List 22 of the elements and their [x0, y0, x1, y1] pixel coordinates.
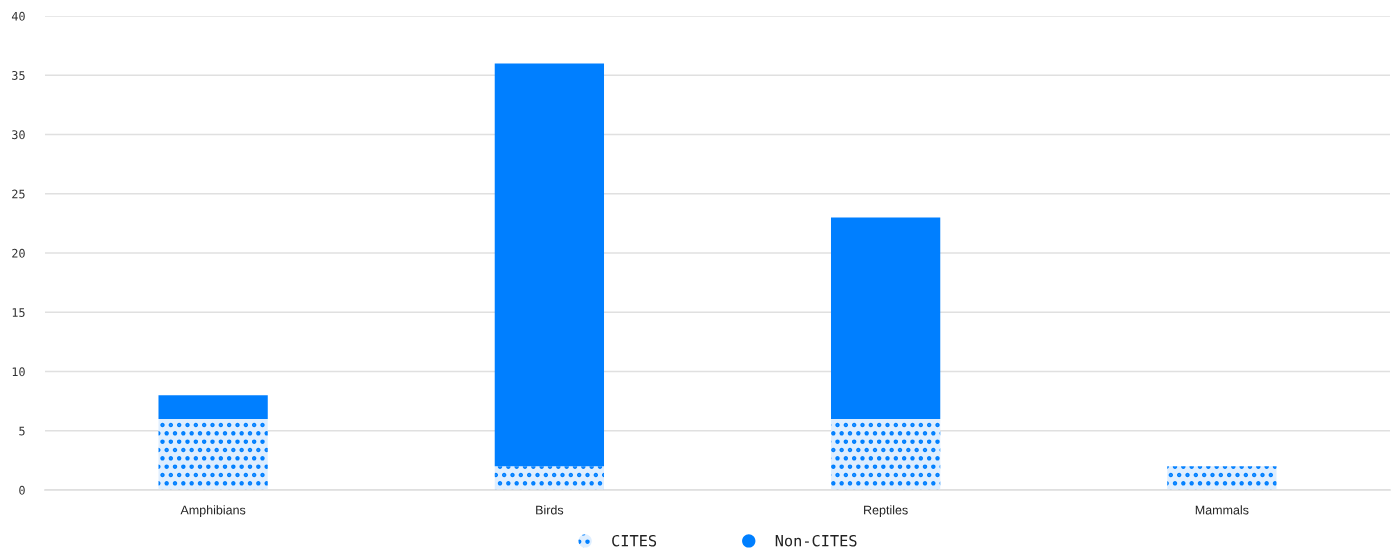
legend-label: Non-CITES [775, 534, 857, 547]
bar [494, 466, 605, 490]
y-tick-label: 30 [12, 130, 25, 140]
bar [158, 418, 268, 490]
y-tick-label: 15 [12, 308, 25, 317]
y-tick-label: 0 [19, 485, 25, 495]
y-tick-label: 5 [19, 426, 25, 436]
y-tick-label: 25 [12, 189, 25, 199]
x-tick-label: Reptiles [864, 505, 908, 517]
y-tick-label: 20 [12, 248, 25, 258]
bar [158, 395, 268, 419]
x-tick-label: Mammals [1195, 505, 1249, 515]
bar [494, 63, 605, 467]
legend-label: CITES [612, 534, 657, 547]
y-tick-label: 35 [12, 71, 25, 80]
bar [1167, 466, 1277, 490]
bar [830, 217, 941, 419]
x-tick-label: Birds [536, 505, 564, 515]
bar [830, 418, 941, 490]
x-tick-label: Amphibians [180, 505, 246, 517]
y-tick-label: 40 [11, 11, 25, 21]
y-tick-label: 10 [12, 367, 25, 377]
